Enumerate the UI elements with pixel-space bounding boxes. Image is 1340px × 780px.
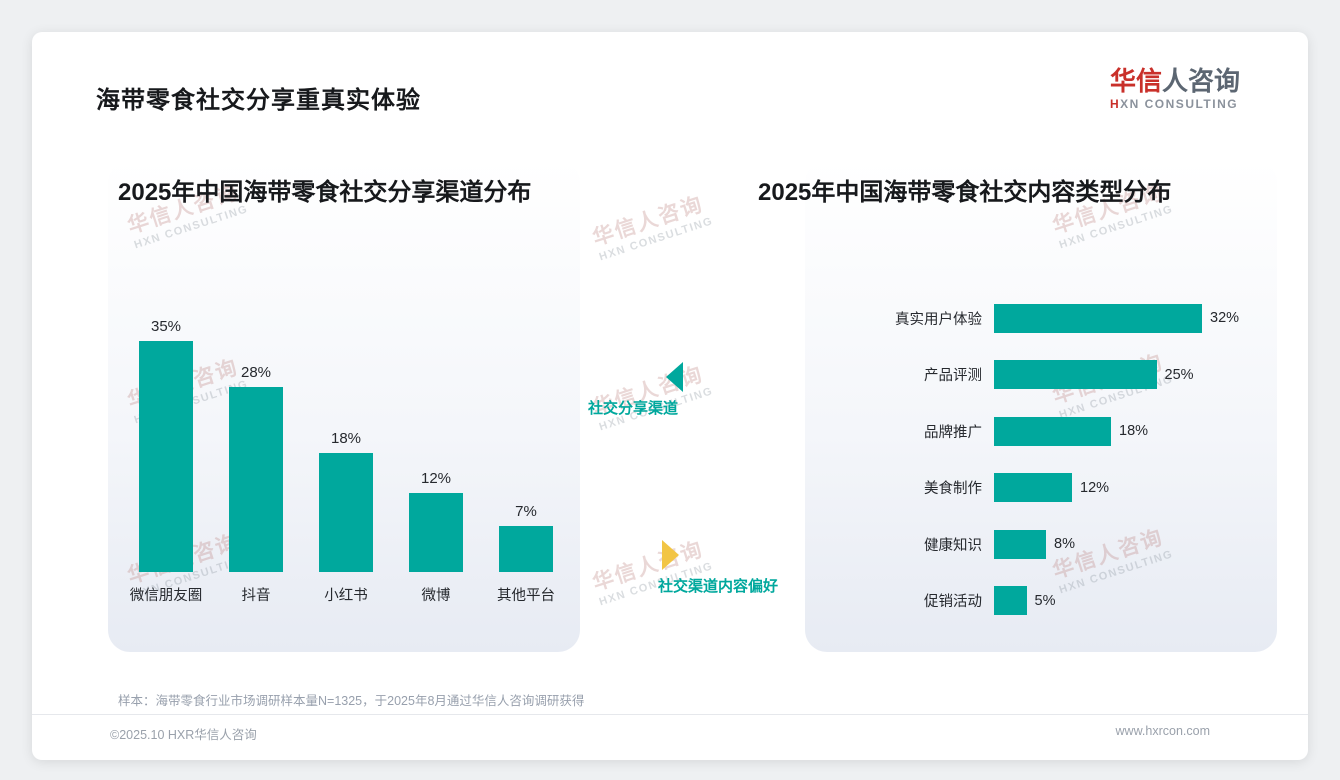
bar — [994, 416, 1111, 446]
brand-logo: 华信人咨询 HXN CONSULTING — [1110, 66, 1240, 112]
brand-logo-en-red: H — [1109, 97, 1121, 111]
bar — [319, 453, 373, 572]
hbar-row: 真实用户体验 32% — [847, 290, 1287, 347]
bar-value-label: 12% — [420, 469, 452, 487]
footer-divider — [32, 714, 1308, 715]
bar — [994, 360, 1157, 390]
footer: ©2025.10 HXR华信人咨询 www.hxrcon.com — [110, 724, 1210, 743]
annotation-label: 社交分享渠道 — [588, 400, 679, 417]
watermark-line2: HXN CONSULTING — [597, 215, 715, 264]
hbar-row: 美食制作 12% — [847, 460, 1287, 517]
left-chart-title: 2025年中国海带零食社交分享渠道分布 — [118, 179, 532, 206]
watermark-line1: 华信人咨询 — [589, 192, 707, 251]
brand-logo-en: HXN CONSULTING — [1110, 96, 1240, 112]
category-label: 真实用户体验 — [895, 311, 982, 328]
bar-value-label: 18% — [330, 430, 362, 448]
bar-value-label: 32% — [1210, 310, 1240, 327]
category-label: 品牌推广 — [924, 424, 982, 441]
triangle-right-icon — [662, 540, 679, 570]
category-label: 产品评测 — [924, 368, 982, 385]
bar — [994, 529, 1046, 559]
category-label: 微信朋友圈 — [129, 588, 203, 604]
brand-logo-en-rest: XN CONSULTING — [1120, 97, 1239, 111]
hbar-row: 品牌推广 18% — [847, 403, 1287, 460]
page-title: 海带零食社交分享重真实体验 — [96, 87, 421, 114]
bar — [994, 303, 1202, 333]
brand-logo-cn-red: 华信 — [1109, 66, 1162, 96]
bar — [139, 341, 193, 572]
brand-logo-cn-rest: 人咨询 — [1161, 66, 1240, 96]
vbar-column: 7% 其他平台 — [481, 302, 571, 624]
bar — [994, 586, 1027, 616]
category-label: 微博 — [421, 588, 451, 604]
vbar-column: 12% 微博 — [391, 302, 481, 624]
vertical-bar-chart: 35% 微信朋友圈 28% 抖音 18% 小红书 12% 微博 7% 其他平台 — [110, 302, 582, 624]
bar-value-label: 25% — [1164, 366, 1194, 383]
annotation-content-preference: 社交渠道内容偏好 — [658, 540, 848, 596]
bar-value-label: 8% — [1054, 536, 1075, 553]
annotation-share-channels: 社交分享渠道 — [588, 362, 738, 418]
bar-value-label: 28% — [240, 364, 272, 382]
bar-value-label: 35% — [150, 318, 182, 335]
bar — [994, 473, 1072, 503]
vbar-column: 18% 小红书 — [301, 302, 391, 624]
category-label: 其他平台 — [497, 588, 555, 604]
category-label: 抖音 — [241, 588, 271, 604]
bar — [409, 492, 463, 572]
bar — [229, 387, 283, 572]
hbar-row: 促销活动 5% — [847, 573, 1287, 630]
annotation-label: 社交渠道内容偏好 — [658, 578, 779, 595]
footer-url: www.hxrcon.com — [1115, 724, 1210, 738]
triangle-left-icon — [666, 362, 683, 392]
brand-logo-cn: 华信人咨询 — [1110, 66, 1240, 96]
right-chart-panel — [805, 160, 1277, 652]
hbar-row: 产品评测 25% — [847, 347, 1287, 404]
vbar-column: 28% 抖音 — [211, 302, 301, 624]
footer-copyright: ©2025.10 HXR华信人咨询 — [110, 728, 257, 742]
bar — [499, 525, 553, 572]
bar-value-label: 7% — [515, 502, 537, 520]
bar-value-label: 12% — [1080, 479, 1110, 496]
bar-value-label: 18% — [1119, 423, 1149, 440]
vbar-column: 35% 微信朋友圈 — [121, 302, 211, 624]
sample-note: 样本：海带零食行业市场调研样本量N=1325，于2025年8月通过华信人咨询调研… — [118, 694, 585, 708]
category-label: 小红书 — [324, 588, 368, 604]
bar-value-label: 5% — [1034, 592, 1056, 609]
category-label: 健康知识 — [924, 537, 982, 554]
right-chart-title: 2025年中国海带零食社交内容类型分布 — [758, 179, 1172, 206]
slide-card: 海带零食社交分享重真实体验 华信人咨询 HXN CONSULTING 2025年… — [32, 32, 1308, 760]
category-label: 美食制作 — [924, 481, 982, 498]
horizontal-bar-chart: 真实用户体验 32% 产品评测 25% 品牌推广 18% 美食制作 12% 健康知识 8% 促销活动… — [847, 290, 1287, 629]
category-label: 促销活动 — [924, 594, 982, 611]
hbar-row: 健康知识 8% — [847, 516, 1287, 573]
